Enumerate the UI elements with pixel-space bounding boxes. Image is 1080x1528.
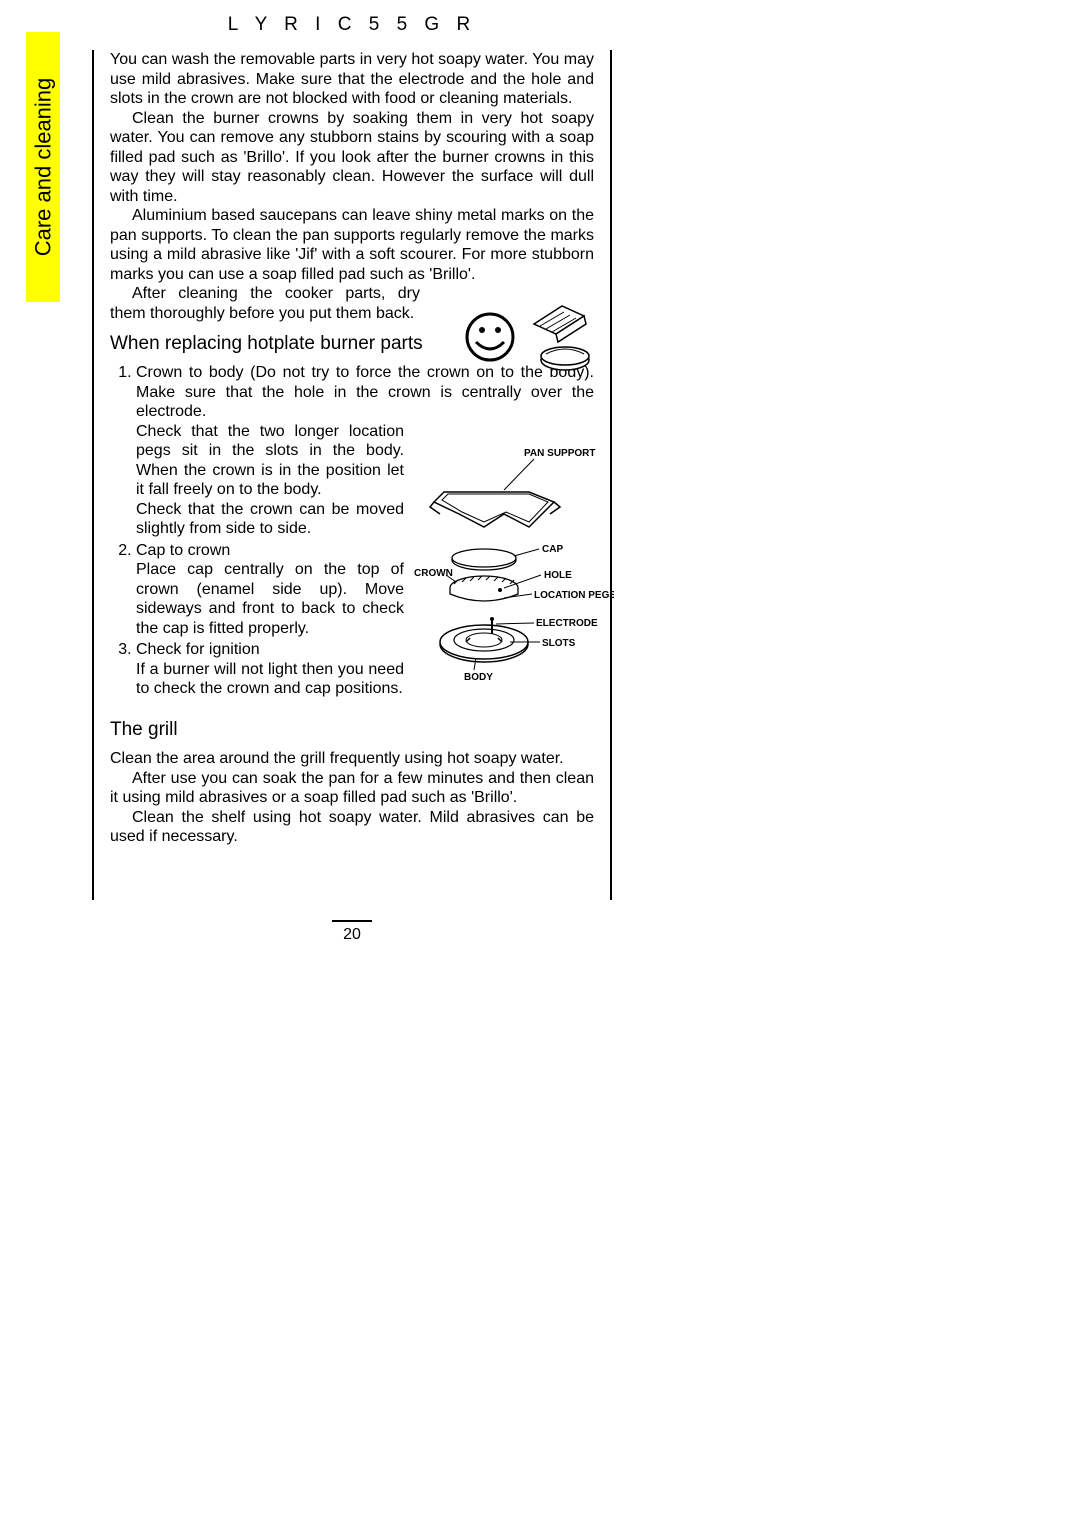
- label-cap: CAP: [542, 544, 563, 555]
- content-column: You can wash the removable parts in very…: [92, 50, 612, 900]
- side-tab-label: Care and cleaning: [30, 78, 56, 257]
- label-pan-support: PAN SUPPORT: [524, 448, 596, 459]
- label-slots: SLOTS: [542, 638, 576, 649]
- section-grill-heading: The grill: [110, 719, 594, 741]
- side-tab: Care and cleaning: [26, 32, 60, 302]
- label-electrode: ELECTRODE: [536, 618, 598, 629]
- grill-para-3: Clean the shelf using hot soapy water. M…: [110, 808, 594, 847]
- intro-para-3: Aluminium based saucepans can leave shin…: [110, 206, 594, 284]
- intro-para-1: You can wash the removable parts in very…: [110, 50, 594, 109]
- step-2-lead: Cap to crown: [136, 541, 404, 561]
- label-crown: CROWN: [414, 568, 453, 579]
- intro-para-4: After cleaning the cooker parts, dry the…: [110, 284, 420, 323]
- cleaning-icons: [460, 302, 600, 372]
- burner-exploded-diagram: PAN SUPPORT CAP CROWN HOLE: [414, 442, 614, 692]
- step-1-cont-2: Check that the crown can be moved slight…: [136, 500, 404, 539]
- label-body: BODY: [464, 672, 493, 683]
- grill-para-1: Clean the area around the grill frequent…: [110, 749, 594, 769]
- step-1-cont-1: Check that the two longer location pegs …: [136, 422, 404, 500]
- model-header: L Y R I C 5 5 G R: [92, 14, 612, 36]
- label-location-pegs: LOCATION PEGS: [534, 590, 614, 601]
- step-2-cont-1: Place cap centrally on the top of crown …: [136, 560, 404, 638]
- page-number: 20: [92, 926, 612, 944]
- page-content: L Y R I C 5 5 G R You can wash the remov…: [92, 10, 612, 944]
- step-3-cont-1: If a burner will not light then you need…: [136, 660, 404, 699]
- step-3-lead: Check for ignition: [136, 640, 404, 660]
- grill-para-2: After use you can soak the pan for a few…: [110, 769, 594, 808]
- intro-para-2: Clean the burner crowns by soaking them …: [110, 109, 594, 207]
- label-hole: HOLE: [544, 570, 572, 581]
- footer-rule: [332, 920, 372, 922]
